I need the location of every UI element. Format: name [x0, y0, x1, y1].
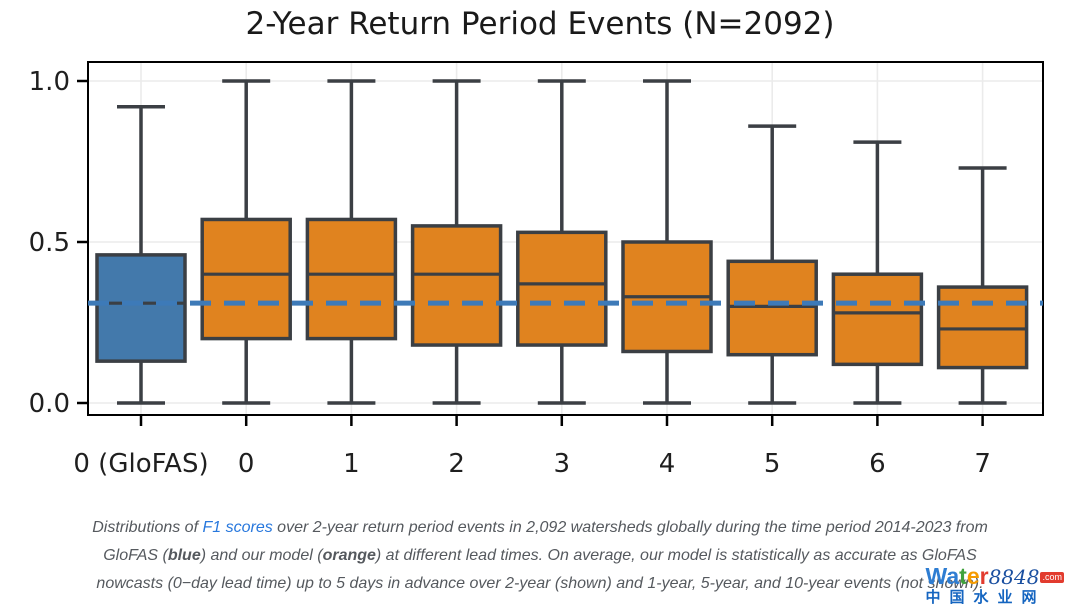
plot-border — [87, 61, 1044, 416]
watermark: Water8848 .com 中国水业网 — [925, 565, 1064, 606]
caption-text: Distributions of — [92, 519, 203, 536]
boxplot-box-5 — [726, 259, 818, 357]
watermark-letter: t — [959, 563, 967, 589]
caption-text: GloFAS ( — [103, 547, 168, 564]
caption-text: orange — [322, 547, 376, 564]
y-tick-label: 0.5 — [29, 228, 70, 258]
caption-line: Distributions of F1 scores over 2-year r… — [0, 514, 1080, 542]
caption-line: GloFAS (blue) and our model (orange) at … — [0, 542, 1080, 570]
watermark-letter: e — [966, 563, 980, 589]
watermark-tld: .com — [1040, 572, 1064, 583]
x-tick-label: 0 (GloFAS) — [73, 449, 208, 479]
watermark-letter: r — [979, 563, 989, 589]
boxplot-chart: 0.0 0.5 1.0 0 (GloFAS) 0 1 2 3 4 5 6 7 — [29, 61, 1044, 479]
x-tick-label: 1 — [343, 449, 360, 479]
boxplot-box-6 — [831, 272, 924, 367]
x-tick-label: 4 — [659, 449, 676, 479]
caption-text: ) and our model ( — [200, 547, 323, 564]
chart-title: 2-Year Return Period Events (N=2092) — [245, 6, 835, 42]
watermark-number: 8848 — [988, 565, 1040, 589]
x-tick-label: 3 — [554, 449, 571, 479]
y-tick-label: 1.0 — [29, 67, 70, 97]
caption-line: nowcasts (0−day lead time) up to 5 days … — [0, 570, 1080, 598]
caption-text: nowcasts (0−day lead time) up to 5 days … — [96, 575, 984, 592]
boxplot-box-7 — [936, 285, 1029, 370]
boxplot-box-2 — [410, 224, 503, 347]
boxplot-box-1 — [305, 217, 398, 341]
watermark-word: Water — [926, 565, 989, 588]
caption-text: blue — [167, 547, 201, 564]
x-tick-label: 0 — [238, 449, 255, 479]
caption-text: over 2-year return period events in 2,09… — [272, 519, 988, 536]
boxplot-box-0 — [200, 217, 292, 341]
boxplot-box-3 — [516, 230, 608, 347]
caption-text: ) at different lead times. On average, o… — [375, 547, 977, 564]
x-tick-label: 7 — [974, 449, 991, 479]
x-tick-label: 2 — [448, 449, 465, 479]
y-tick-label: 0.0 — [29, 389, 70, 419]
x-tick-label: 6 — [869, 449, 886, 479]
watermark-cn-text: 中国水业网 — [925, 588, 1046, 606]
watermark-logo: Water8848 .com — [926, 565, 1064, 589]
boxplot-box-0-GloFAS- — [95, 253, 187, 363]
watermark-letter: a — [946, 563, 960, 589]
f1-scores-link[interactable]: F1 scores — [202, 519, 273, 536]
figure-caption: Distributions of F1 scores over 2-year r… — [0, 514, 1080, 598]
x-tick-label: 5 — [764, 449, 781, 479]
watermark-letter: W — [925, 563, 947, 589]
